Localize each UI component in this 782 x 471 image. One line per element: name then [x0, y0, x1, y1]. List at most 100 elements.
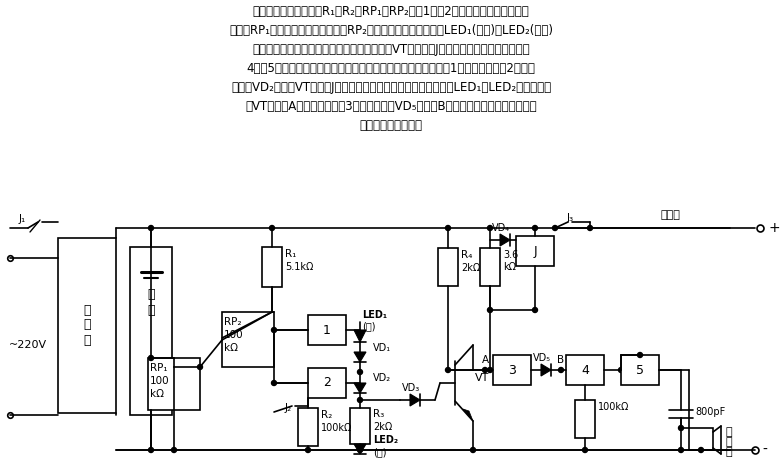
Circle shape — [583, 447, 587, 453]
Polygon shape — [354, 330, 366, 342]
Text: 100: 100 — [224, 330, 244, 340]
Circle shape — [357, 398, 363, 403]
Text: ~220V: ~220V — [9, 340, 47, 350]
Text: R₁: R₁ — [285, 249, 296, 259]
Text: A: A — [482, 355, 489, 365]
Text: RP₁: RP₁ — [150, 363, 167, 373]
Bar — [438, 248, 458, 286]
Text: 3: 3 — [508, 364, 516, 376]
Bar — [222, 312, 274, 367]
Text: J₃: J₃ — [566, 213, 573, 223]
Polygon shape — [463, 409, 473, 421]
Circle shape — [487, 308, 493, 312]
Text: 2kΩ: 2kΩ — [373, 422, 393, 432]
Text: 蜂: 蜂 — [726, 427, 733, 437]
Circle shape — [149, 226, 153, 230]
Text: -: - — [762, 443, 767, 457]
Circle shape — [533, 226, 537, 230]
Circle shape — [698, 447, 704, 453]
Bar — [308, 315, 346, 345]
Circle shape — [306, 447, 310, 453]
Text: VD₁: VD₁ — [373, 343, 391, 353]
Bar — [298, 408, 318, 446]
Circle shape — [271, 327, 277, 333]
Bar — [689, 428, 713, 450]
Text: 接负线: 接负线 — [660, 210, 680, 220]
Circle shape — [553, 226, 558, 230]
Circle shape — [149, 356, 153, 360]
Circle shape — [357, 370, 363, 374]
Bar — [148, 358, 200, 410]
Text: 器: 器 — [726, 447, 733, 457]
Text: 5.1kΩ: 5.1kΩ — [285, 262, 314, 272]
Circle shape — [482, 367, 487, 373]
Circle shape — [357, 447, 363, 453]
Text: 2: 2 — [323, 376, 331, 390]
Text: J: J — [533, 244, 536, 258]
Circle shape — [487, 226, 493, 230]
Text: 电平，VD₂导通，VT截止，J不动作，电池向负载正常供电。此时，LED₁和LED₂均不亮。由: 电平，VD₂导通，VT截止，J不动作，电池向负载正常供电。此时，LED₁和LED… — [231, 81, 551, 94]
Circle shape — [487, 367, 493, 373]
Text: 100kΩ: 100kΩ — [321, 423, 353, 433]
Circle shape — [679, 425, 683, 430]
Bar — [262, 247, 282, 287]
Circle shape — [446, 226, 450, 230]
Circle shape — [471, 447, 475, 453]
Text: LED₂: LED₂ — [373, 435, 398, 445]
Circle shape — [637, 352, 643, 357]
Text: R₃: R₃ — [373, 409, 384, 419]
Text: 其中，RP₁调节电池放电终止电压，RP₂调节电池充电终止电压。LED₁(绿色)、LED₂(红色): 其中，RP₁调节电池放电终止电压，RP₂调节电池充电终止电压。LED₁(绿色)、… — [229, 24, 553, 37]
Text: 5: 5 — [636, 364, 644, 376]
Text: kΩ: kΩ — [503, 262, 516, 272]
Text: B: B — [558, 355, 565, 365]
Text: 3.6: 3.6 — [503, 250, 518, 260]
Text: 2kΩ: 2kΩ — [461, 263, 480, 273]
Polygon shape — [500, 234, 510, 246]
Bar — [575, 400, 595, 438]
Bar — [130, 247, 172, 415]
Text: 4: 4 — [581, 364, 589, 376]
Text: VD₄: VD₄ — [492, 223, 510, 233]
Circle shape — [558, 367, 564, 373]
Bar — [621, 355, 659, 385]
Circle shape — [270, 226, 274, 230]
Text: 电: 电 — [147, 289, 155, 301]
Circle shape — [587, 226, 593, 230]
Bar — [58, 238, 116, 413]
Text: 振，蜂鸣器不发声。: 振，蜂鸣器不发声。 — [360, 119, 422, 132]
Text: VD₂: VD₂ — [373, 373, 391, 383]
Text: VT: VT — [475, 373, 490, 383]
Text: J₁: J₁ — [18, 214, 26, 224]
Circle shape — [679, 447, 683, 453]
Text: 鸣: 鸣 — [726, 437, 733, 447]
Text: VD₃: VD₃ — [402, 383, 420, 393]
Text: 器: 器 — [83, 333, 91, 347]
Polygon shape — [354, 383, 366, 393]
Text: LED₁: LED₁ — [362, 310, 387, 320]
Text: 4、门5和蜂鸣器等组成音频脉冲振荡器。当电池电压正常时，门1输出高电平，门2输出低: 4、门5和蜂鸣器等组成音频脉冲振荡器。当电池电压正常时，门1输出高电平，门2输出… — [246, 62, 536, 75]
Bar — [516, 236, 554, 266]
Text: RP₂: RP₂ — [224, 317, 242, 327]
Bar — [566, 355, 604, 385]
Circle shape — [446, 367, 450, 373]
Text: 1: 1 — [323, 324, 331, 336]
Bar — [350, 408, 370, 444]
Circle shape — [198, 365, 203, 370]
Text: 分别作充电终止指示和放电终止指示。晶体管VT和继电器J组成充放电自控开关电路。门: 分别作充电终止指示和放电终止指示。晶体管VT和继电器J组成充放电自控开关电路。门 — [252, 43, 530, 56]
Text: VD₅: VD₅ — [533, 353, 551, 363]
Bar — [308, 368, 346, 398]
Polygon shape — [541, 364, 551, 376]
Text: 电池充放电监视电路。R₁、R₂、RP₁、RP₂、门1、门2组成电池电压检测电路，: 电池充放电监视电路。R₁、R₂、RP₁、RP₂、门1、门2组成电池电压检测电路， — [253, 5, 529, 18]
Text: 电: 电 — [83, 318, 91, 332]
Text: 充: 充 — [83, 303, 91, 317]
Text: R₄: R₄ — [461, 250, 472, 260]
Circle shape — [171, 447, 177, 453]
Text: (红): (红) — [373, 447, 386, 457]
Text: (绿): (绿) — [362, 321, 375, 331]
Text: J₂: J₂ — [285, 403, 292, 413]
Polygon shape — [410, 394, 420, 406]
Text: 100: 100 — [150, 376, 170, 386]
Circle shape — [619, 367, 623, 373]
Polygon shape — [354, 444, 366, 454]
Bar — [480, 248, 500, 286]
